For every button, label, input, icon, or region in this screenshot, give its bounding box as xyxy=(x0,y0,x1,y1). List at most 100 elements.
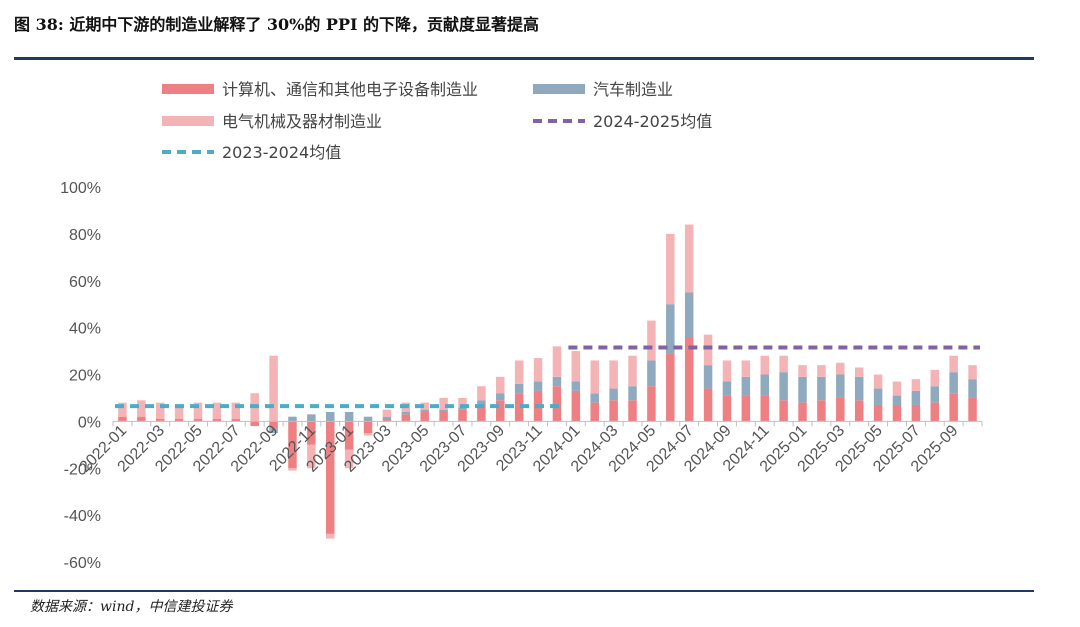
footer-divider xyxy=(14,590,1034,592)
bar-segment-electrical xyxy=(344,449,354,469)
bar-segment-electrical xyxy=(798,365,807,377)
bar-segment-auto xyxy=(514,383,524,394)
bar-segment-auto xyxy=(854,376,864,401)
bar-segment-electronics xyxy=(174,419,184,422)
bar-segment-electrical xyxy=(231,402,241,420)
bar-segment-electrical xyxy=(288,468,297,471)
legend-swatch-electrical xyxy=(162,116,214,126)
bar-segment-auto xyxy=(911,390,921,405)
bar-segment-electrical xyxy=(439,397,448,410)
bar-segment-auto xyxy=(779,372,788,401)
bar-segment-electrical xyxy=(817,365,826,377)
bar-segment-electronics xyxy=(552,386,562,422)
bar-segment-electrical xyxy=(666,233,675,305)
bar-segment-electrical xyxy=(873,374,883,389)
y-tick-label: -60% xyxy=(64,555,101,572)
y-tick-label: 0% xyxy=(78,414,101,431)
bar-segment-electronics xyxy=(118,416,127,422)
bar-segment-electrical xyxy=(760,355,769,375)
bar-segment-electrical xyxy=(533,358,543,382)
bar-segment-auto xyxy=(892,395,902,405)
bar-segment-electronics xyxy=(703,388,713,422)
source-note: 数据来源：wind，中信建投证券 xyxy=(30,599,233,615)
bar-segment-electronics xyxy=(326,421,335,534)
bar-segment-electronics xyxy=(231,419,241,422)
bar-segment-auto xyxy=(401,412,411,415)
bar-segment-auto xyxy=(439,409,448,412)
bar-segment-electrical xyxy=(174,404,184,420)
bar-segment-auto xyxy=(930,386,940,403)
figure-title: 图 38: 近期中下游的制造业解释了 30%的 PPI 的下降，贡献度显著提高 xyxy=(14,15,540,34)
bar-segment-electrical xyxy=(458,397,467,408)
bar-segment-electrical xyxy=(552,346,562,377)
bar-segment-auto xyxy=(269,428,278,434)
bar-segment-electronics xyxy=(514,393,524,422)
bar-segment-auto xyxy=(496,393,505,401)
bar-segment-electrical xyxy=(968,365,977,380)
bar-segment-auto xyxy=(836,374,845,398)
y-tick-label: 20% xyxy=(69,368,101,385)
y-tick-label: -20% xyxy=(64,461,101,478)
bar-segment-electrical xyxy=(628,355,637,387)
bar-segment-electronics xyxy=(307,421,316,445)
bar-segment-auto xyxy=(628,386,637,401)
bar-segment-electronics xyxy=(137,416,146,422)
bar-segment-auto xyxy=(722,381,732,396)
bar-segment-electrical xyxy=(722,360,732,382)
bar-segment-electrical xyxy=(496,376,505,394)
bar-segment-auto xyxy=(552,376,562,387)
bar-segment-electrical xyxy=(684,224,694,293)
bar-segment-electrical xyxy=(326,533,335,539)
bar-segment-electrical xyxy=(854,367,864,377)
bar-segment-electronics xyxy=(666,353,675,422)
bar-segment-electrical xyxy=(269,355,278,422)
bar-segment-electrical xyxy=(741,360,751,377)
bar-segment-electrical xyxy=(892,381,902,396)
bar-segment-electrical xyxy=(514,360,524,384)
title-divider xyxy=(14,57,1034,60)
bar-segment-electrical xyxy=(307,444,316,469)
legend-label-avg-2023-2024: 2023-2024均值 xyxy=(222,143,341,162)
bar-segment-auto xyxy=(798,376,807,403)
bar-segment-electrical xyxy=(836,362,845,375)
bar-segment-electrical xyxy=(212,402,222,420)
y-tick-label: -40% xyxy=(64,508,101,525)
bar-segment-electrical xyxy=(155,402,165,420)
y-tick-label: 60% xyxy=(69,274,101,291)
bar-segment-electrical xyxy=(911,379,921,391)
bar-segment-auto xyxy=(817,376,826,401)
bar-segment-auto xyxy=(363,416,373,422)
bar-segment-auto xyxy=(326,412,335,422)
bar-segment-electrical xyxy=(647,320,656,361)
bar-segment-electronics xyxy=(798,402,807,422)
y-tick-label: 40% xyxy=(69,321,101,338)
bars-layer xyxy=(118,224,977,539)
bar-segment-electronics xyxy=(571,390,581,422)
bar-segment-auto xyxy=(741,376,751,396)
bar-segment-electrical xyxy=(137,400,146,417)
stacked-bar-chart: 计算机、通信和其他电子设备制造业 汽车制造业 电气机械及器材制造业 2024-2… xyxy=(60,80,983,572)
bar-segment-electronics xyxy=(684,337,694,422)
bar-segment-electrical xyxy=(382,409,392,417)
y-axis-ticks: 100% 80% 60% 40% 20% 0% -20% -40% -60% xyxy=(60,180,101,572)
bar-segment-electronics xyxy=(250,421,259,427)
bar-segment-auto xyxy=(477,400,486,405)
y-tick-label: 100% xyxy=(60,180,101,197)
bar-segment-electrical xyxy=(363,433,373,436)
bar-segment-electronics xyxy=(968,397,977,422)
bar-segment-auto xyxy=(666,304,675,354)
bar-segment-auto xyxy=(420,409,429,412)
bar-segment-electrical xyxy=(949,355,958,373)
bar-segment-auto xyxy=(288,416,297,422)
bar-segment-auto xyxy=(873,388,883,405)
legend-label-electronics: 计算机、通信和其他电子设备制造业 xyxy=(222,80,478,99)
legend-label-electrical: 电气机械及器材制造业 xyxy=(222,112,382,131)
x-axis: 2022-012022-032022-052022-072022-092022-… xyxy=(77,420,983,476)
bar-segment-auto xyxy=(968,379,977,398)
bar-segment-electronics xyxy=(817,400,826,422)
bar-segment-electrical xyxy=(590,360,599,394)
bar-segment-electronics xyxy=(892,404,902,422)
bar-segment-auto xyxy=(703,365,713,389)
bar-segment-electrical xyxy=(779,355,788,373)
bar-segment-electronics xyxy=(930,402,940,422)
